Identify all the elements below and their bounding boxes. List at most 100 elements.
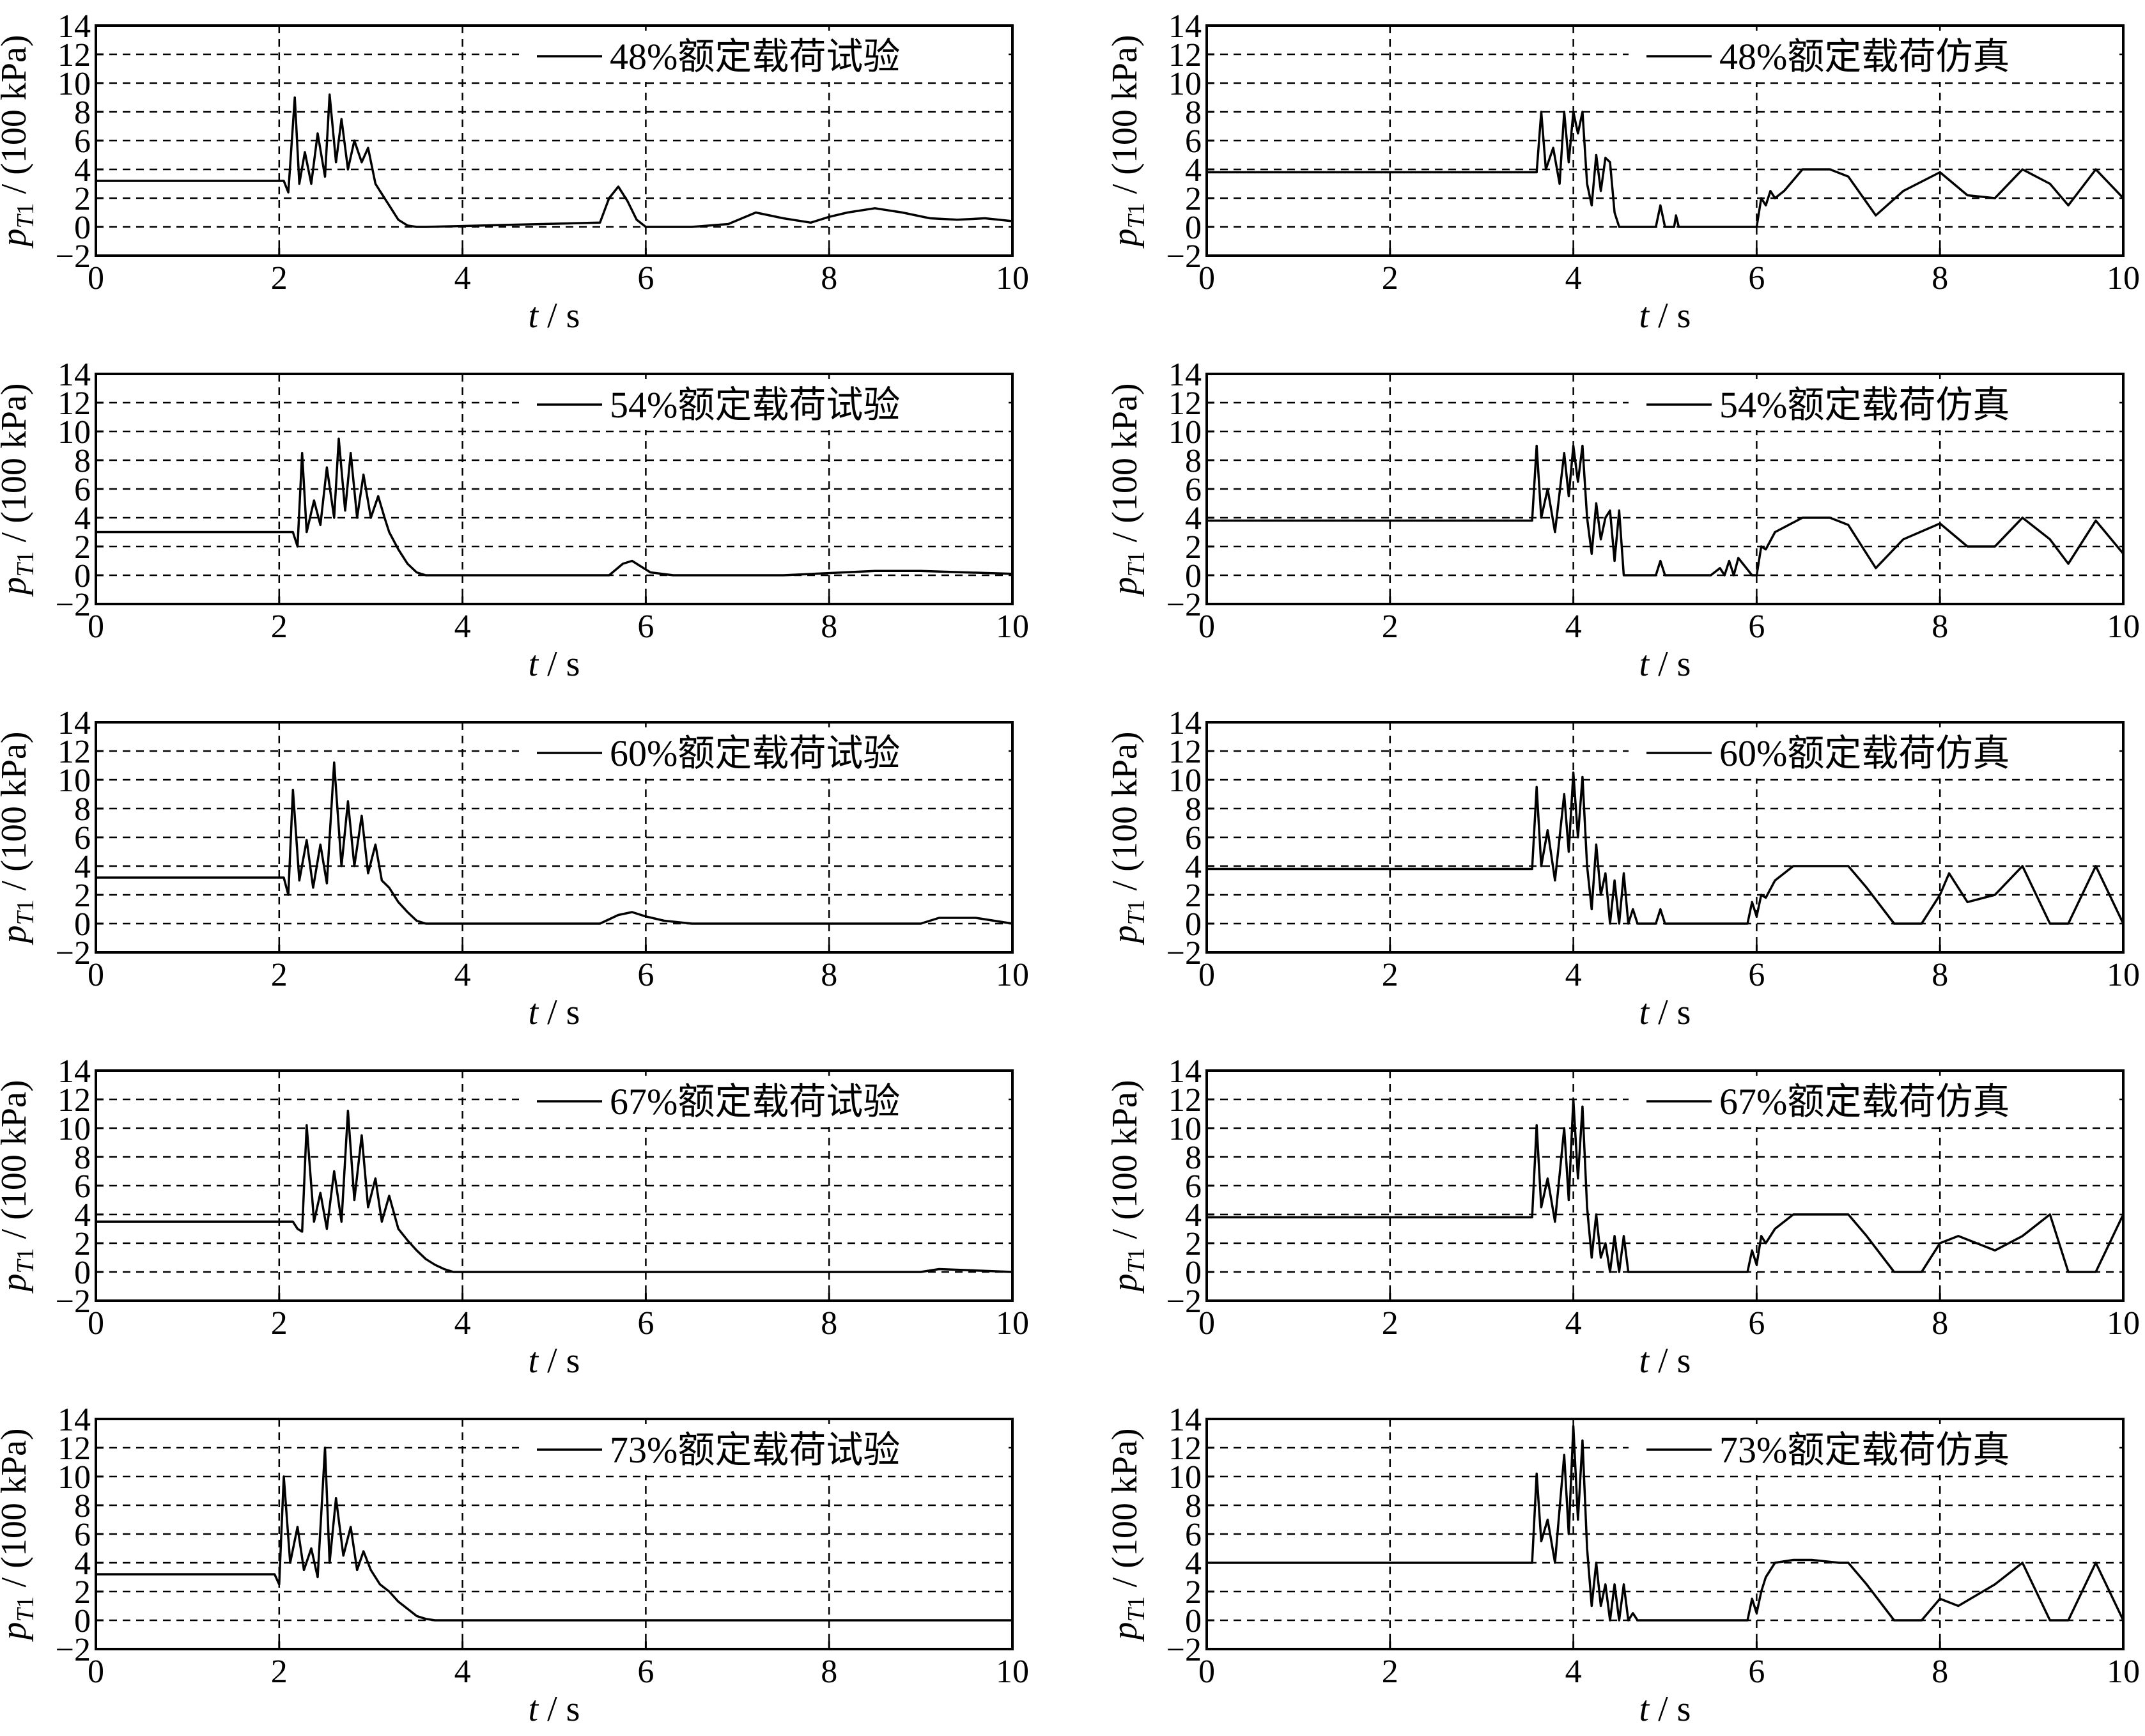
x-tick-label: 8 bbox=[821, 1654, 837, 1690]
y-tick-label: 10 bbox=[1168, 66, 1202, 102]
x-tick-label: 4 bbox=[1565, 608, 1582, 645]
y-tick-label: 8 bbox=[74, 1140, 91, 1176]
x-tick-label: 8 bbox=[821, 608, 837, 645]
x-tick-label: 0 bbox=[1198, 1654, 1215, 1690]
y-axis-label: pT1 / (100 kPa) bbox=[1105, 35, 1150, 249]
x-tick-label: 4 bbox=[454, 957, 471, 993]
y-tick-label: 6 bbox=[74, 1168, 91, 1205]
y-tick-label: 10 bbox=[58, 66, 91, 102]
y-axis-label: pT1 / (100 kPa) bbox=[0, 384, 39, 598]
x-tick-label: 0 bbox=[1198, 260, 1215, 297]
x-tick-label: 6 bbox=[1748, 608, 1765, 645]
x-tick-label: 6 bbox=[637, 1305, 654, 1342]
y-tick-label: 2 bbox=[1185, 181, 1202, 217]
y-tick-label: 0 bbox=[1185, 558, 1202, 594]
x-axis-label: t / s bbox=[1639, 644, 1691, 684]
legend-label: 67%额定载荷试验 bbox=[610, 1081, 900, 1122]
y-tick-label: 0 bbox=[74, 1603, 91, 1639]
x-tick-label: 0 bbox=[88, 260, 104, 297]
y-tick-label: 4 bbox=[74, 1546, 91, 1582]
x-axis-label: t / s bbox=[529, 1689, 580, 1729]
x-tick-label: 10 bbox=[2107, 260, 2140, 297]
y-tick-label: 4 bbox=[74, 500, 91, 537]
y-tick-label: 4 bbox=[1185, 500, 1202, 537]
x-tick-label: 0 bbox=[88, 1305, 104, 1342]
x-tick-label: 6 bbox=[1748, 260, 1765, 297]
series-line bbox=[1207, 444, 2125, 577]
x-tick-label: 10 bbox=[996, 608, 1029, 645]
x-tick-label: 0 bbox=[88, 957, 104, 993]
y-tick-label: 0 bbox=[74, 906, 91, 943]
series-line bbox=[1207, 1425, 2125, 1622]
legend-label: 54%额定载荷仿真 bbox=[1719, 384, 2009, 426]
x-axis-label: t / s bbox=[1639, 1689, 1691, 1729]
x-tick-label: 8 bbox=[1932, 260, 1948, 297]
y-tick-label: 12 bbox=[1168, 1430, 1202, 1467]
x-tick-label: 10 bbox=[2107, 608, 2140, 645]
y-tick-label: −2 bbox=[56, 587, 91, 623]
x-tick-label: 6 bbox=[637, 608, 654, 645]
y-tick-label: −2 bbox=[1166, 1283, 1202, 1320]
y-tick-label: 12 bbox=[58, 37, 91, 74]
x-tick-label: 0 bbox=[1198, 1305, 1215, 1342]
y-tick-label: 8 bbox=[74, 443, 91, 479]
x-tick-label: 4 bbox=[1565, 260, 1582, 297]
x-tick-label: 2 bbox=[271, 260, 288, 297]
y-tick-label: 0 bbox=[1185, 1255, 1202, 1291]
y-tick-label: 2 bbox=[74, 181, 91, 217]
x-tick-label: 8 bbox=[1932, 608, 1948, 645]
legend-label: 48%额定载荷仿真 bbox=[1719, 36, 2009, 77]
x-tick-label: 2 bbox=[1382, 1654, 1398, 1690]
y-tick-label: 14 bbox=[58, 357, 91, 393]
x-tick-label: 8 bbox=[821, 957, 837, 993]
x-tick-label: 6 bbox=[637, 260, 654, 297]
y-tick-label: 6 bbox=[1185, 472, 1202, 508]
y-tick-label: 8 bbox=[1185, 95, 1202, 131]
x-tick-label: 0 bbox=[88, 608, 104, 645]
y-axis-label: pT1 / (100 kPa) bbox=[1105, 384, 1150, 598]
x-tick-label: 6 bbox=[1748, 957, 1765, 993]
y-tick-label: 2 bbox=[74, 529, 91, 566]
x-tick-label: 4 bbox=[454, 1305, 471, 1342]
y-tick-label: −2 bbox=[56, 238, 91, 275]
x-tick-label: 2 bbox=[1382, 957, 1398, 993]
x-tick-label: 6 bbox=[637, 1654, 654, 1690]
y-tick-label: 2 bbox=[1185, 1226, 1202, 1262]
y-tick-label: 2 bbox=[74, 1226, 91, 1262]
y-tick-label: 14 bbox=[1168, 1402, 1202, 1438]
series-line bbox=[1207, 1098, 2125, 1273]
y-axis-label: pT1 / (100 kPa) bbox=[0, 732, 39, 946]
y-tick-label: 6 bbox=[1185, 1168, 1202, 1205]
y-tick-label: 8 bbox=[1185, 1488, 1202, 1524]
x-tick-label: 4 bbox=[1565, 1654, 1582, 1690]
x-tick-label: 8 bbox=[821, 260, 837, 297]
y-axis-label: pT1 / (100 kPa) bbox=[1105, 1429, 1150, 1643]
y-tick-label: 14 bbox=[58, 705, 91, 741]
y-tick-label: 0 bbox=[74, 558, 91, 594]
x-tick-label: 8 bbox=[1932, 957, 1948, 993]
legend-label: 67%额定载荷仿真 bbox=[1719, 1081, 2009, 1122]
x-tick-label: 2 bbox=[271, 957, 288, 993]
x-axis-label: t / s bbox=[1639, 1341, 1691, 1381]
y-tick-label: 2 bbox=[1185, 529, 1202, 566]
x-tick-label: 10 bbox=[996, 957, 1029, 993]
x-tick-label: 4 bbox=[1565, 957, 1582, 993]
y-tick-label: 12 bbox=[1168, 734, 1202, 770]
y-tick-label: 4 bbox=[74, 152, 91, 189]
series-line bbox=[96, 93, 1013, 228]
x-tick-label: 10 bbox=[996, 1654, 1029, 1690]
x-tick-label: 6 bbox=[1748, 1654, 1765, 1690]
y-tick-label: 2 bbox=[1185, 878, 1202, 914]
y-tick-label: 8 bbox=[74, 791, 91, 828]
y-tick-label: 14 bbox=[58, 1053, 91, 1090]
y-tick-label: 12 bbox=[58, 1082, 91, 1119]
y-tick-label: 2 bbox=[74, 878, 91, 914]
x-tick-label: 2 bbox=[1382, 260, 1398, 297]
y-tick-label: 4 bbox=[1185, 152, 1202, 189]
x-tick-label: 2 bbox=[271, 608, 288, 645]
y-tick-label: −2 bbox=[56, 935, 91, 972]
